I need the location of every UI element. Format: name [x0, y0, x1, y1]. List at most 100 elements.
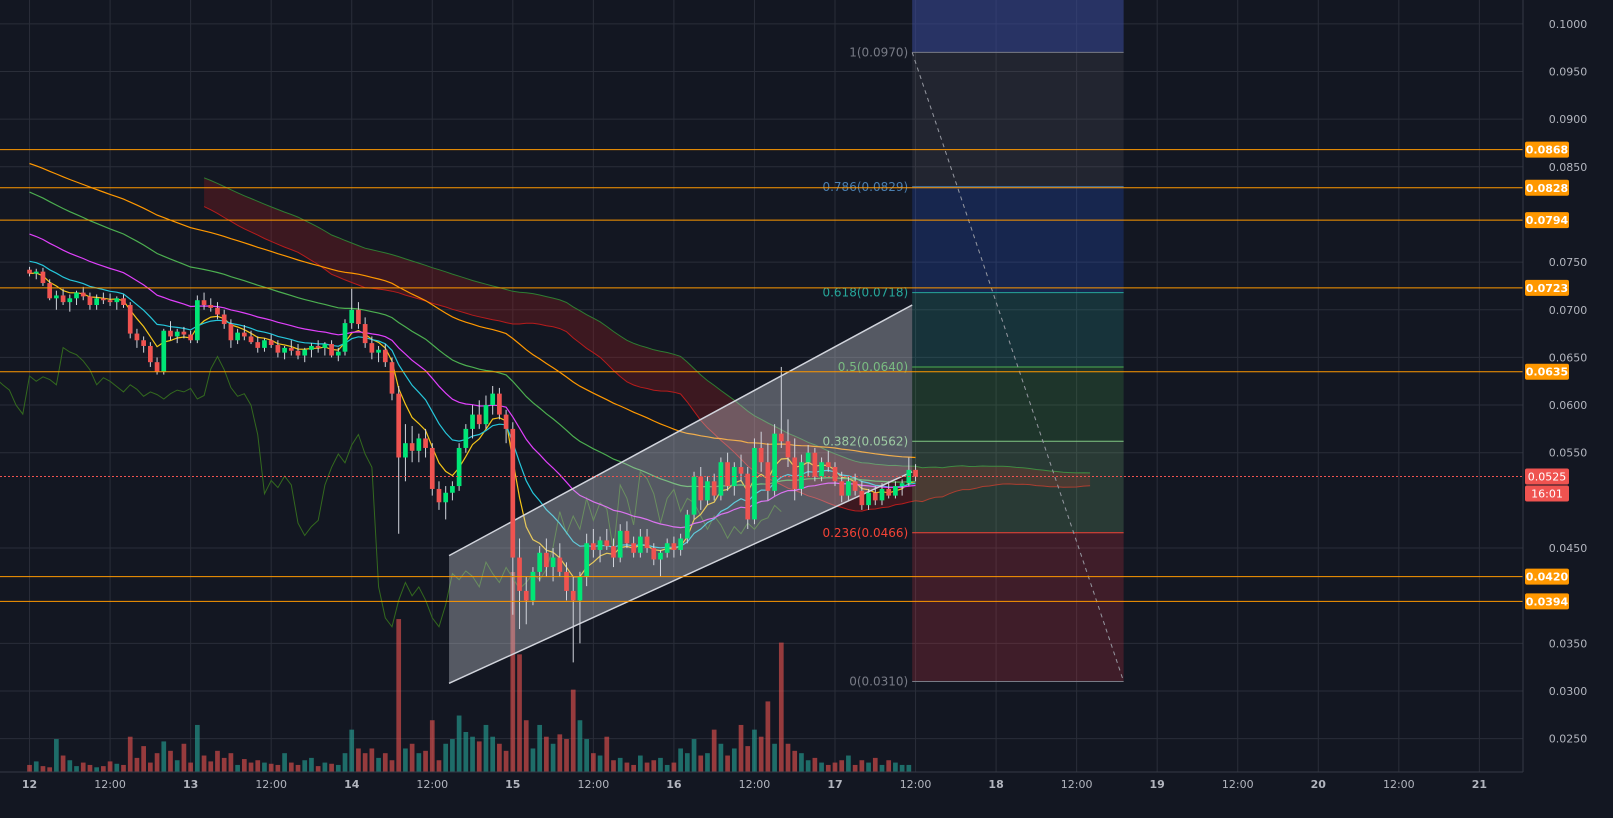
candle-body: [80, 292, 86, 297]
volume-bar: [530, 748, 536, 772]
candle-body: [201, 300, 207, 305]
volume-bar: [228, 753, 234, 772]
price-axis[interactable]: 0.1000 0.0950 0.0900 0.0850 0.0750 0.0700 0.06…: [1522, 0, 1613, 818]
volume-bar: [577, 720, 583, 772]
volume-bar: [80, 762, 86, 772]
volume-bar: [248, 762, 254, 772]
candle-body: [537, 552, 543, 572]
fib-band: [912, 366, 1124, 442]
time-tick-label: 16: [666, 778, 682, 791]
level-price-label: 0.0828: [1526, 182, 1568, 195]
candle-body: [899, 483, 905, 487]
volume-bar: [664, 764, 670, 772]
volume-bar: [161, 741, 167, 772]
volume-bar: [678, 748, 683, 772]
time-tick-label: 21: [1472, 778, 1487, 791]
volume-bar: [315, 766, 321, 772]
volume-bar: [510, 572, 516, 772]
volume-bar: [215, 750, 220, 772]
volume-bar: [537, 724, 543, 772]
volume-bar: [893, 762, 898, 772]
volume-bar: [181, 743, 187, 772]
candle-body: [40, 271, 46, 284]
level-price-tag: [1525, 279, 1569, 296]
volume-bar: [141, 746, 146, 772]
candle-body: [591, 543, 596, 550]
candle-body: [356, 309, 361, 325]
candle-body: [678, 538, 683, 550]
volume-bar: [409, 743, 415, 772]
volume-bar: [342, 753, 348, 772]
level-price-label: 0.0394: [1526, 595, 1569, 608]
volume-bar: [121, 764, 126, 772]
fib-band: [912, 532, 1124, 682]
volume-bar: [644, 762, 650, 772]
time-tick-label: 19: [1150, 778, 1165, 791]
candle-body: [268, 340, 274, 346]
candle-body: [47, 283, 53, 299]
volume-bar: [376, 757, 381, 772]
volume-bar: [255, 760, 261, 772]
fib-level-label: 0(0.0310): [849, 674, 908, 688]
candle-body: [295, 350, 301, 356]
fibonacci-retracement[interactable]: 1(0.0970) 0.786(0.0829) 0.618(0.0718) 0.5(0…: [822, 0, 1125, 688]
fib-level-label: 0.382(0.0562): [822, 434, 908, 448]
volume-bar: [235, 764, 240, 772]
volume-bar: [322, 762, 328, 772]
candle-body: [396, 393, 402, 458]
volume-bar: [74, 766, 79, 772]
volume-bar: [443, 743, 449, 772]
time-axis[interactable]: 12 12:00 13 12:00 14 12:00 15 12:00 16 12:00 17 12:…: [0, 771, 1523, 818]
horizontal-levels[interactable]: [0, 149, 1523, 602]
candle-body: [705, 481, 710, 501]
volume-bar: [725, 755, 730, 772]
ma-magenta: [29, 233, 916, 529]
volume-bar: [423, 750, 428, 772]
candle-body: [148, 345, 153, 363]
candle-body: [758, 447, 764, 463]
volume-bar: [268, 763, 274, 772]
candle-body: [168, 330, 173, 337]
time-tick-label: 12:00: [739, 778, 771, 791]
volume-bar: [772, 743, 777, 772]
candle-body: [584, 543, 589, 577]
candle-body: [637, 536, 643, 553]
candle-body: [416, 438, 422, 451]
fib-level-label: 1(0.0970): [849, 45, 908, 59]
fib-band: [912, 52, 1124, 187]
candle-body: [456, 447, 462, 487]
volume-bar: [329, 763, 334, 772]
price-tick-label: 0.0950: [1549, 65, 1588, 78]
level-price-label: 0.0635: [1526, 366, 1568, 379]
volume-bar: [389, 760, 395, 772]
candle-body: [141, 340, 146, 346]
time-tick-label: 12:00: [255, 778, 287, 791]
volume-bar: [275, 764, 281, 772]
candle-body: [832, 467, 838, 482]
volume-bar: [523, 720, 529, 772]
volume-bar: [194, 724, 200, 772]
time-tick-label: 14: [344, 778, 360, 791]
time-tick-label: 15: [505, 778, 520, 791]
candle-body: [866, 492, 871, 506]
fib-band: [912, 0, 1124, 53]
candle-body: [879, 488, 885, 501]
price-tick-label: 0.0700: [1549, 304, 1588, 317]
countdown-tag: [1525, 485, 1569, 502]
time-axis-background: [0, 772, 1523, 818]
price-tick-label: 0.0250: [1549, 733, 1588, 746]
price-tick-label: 0.1000: [1549, 18, 1588, 31]
candle-body: [403, 443, 408, 458]
candle-body: [698, 476, 704, 501]
candle-body: [476, 414, 482, 425]
ichimoku-cloud: [0, 177, 1091, 628]
volume-bar: [174, 760, 180, 772]
candle-body: [161, 330, 167, 372]
candle-body: [564, 571, 569, 591]
volume-bar: [617, 757, 623, 772]
candle-body: [778, 433, 784, 442]
volume-bar: [886, 760, 892, 772]
volume-bar: [154, 753, 160, 772]
